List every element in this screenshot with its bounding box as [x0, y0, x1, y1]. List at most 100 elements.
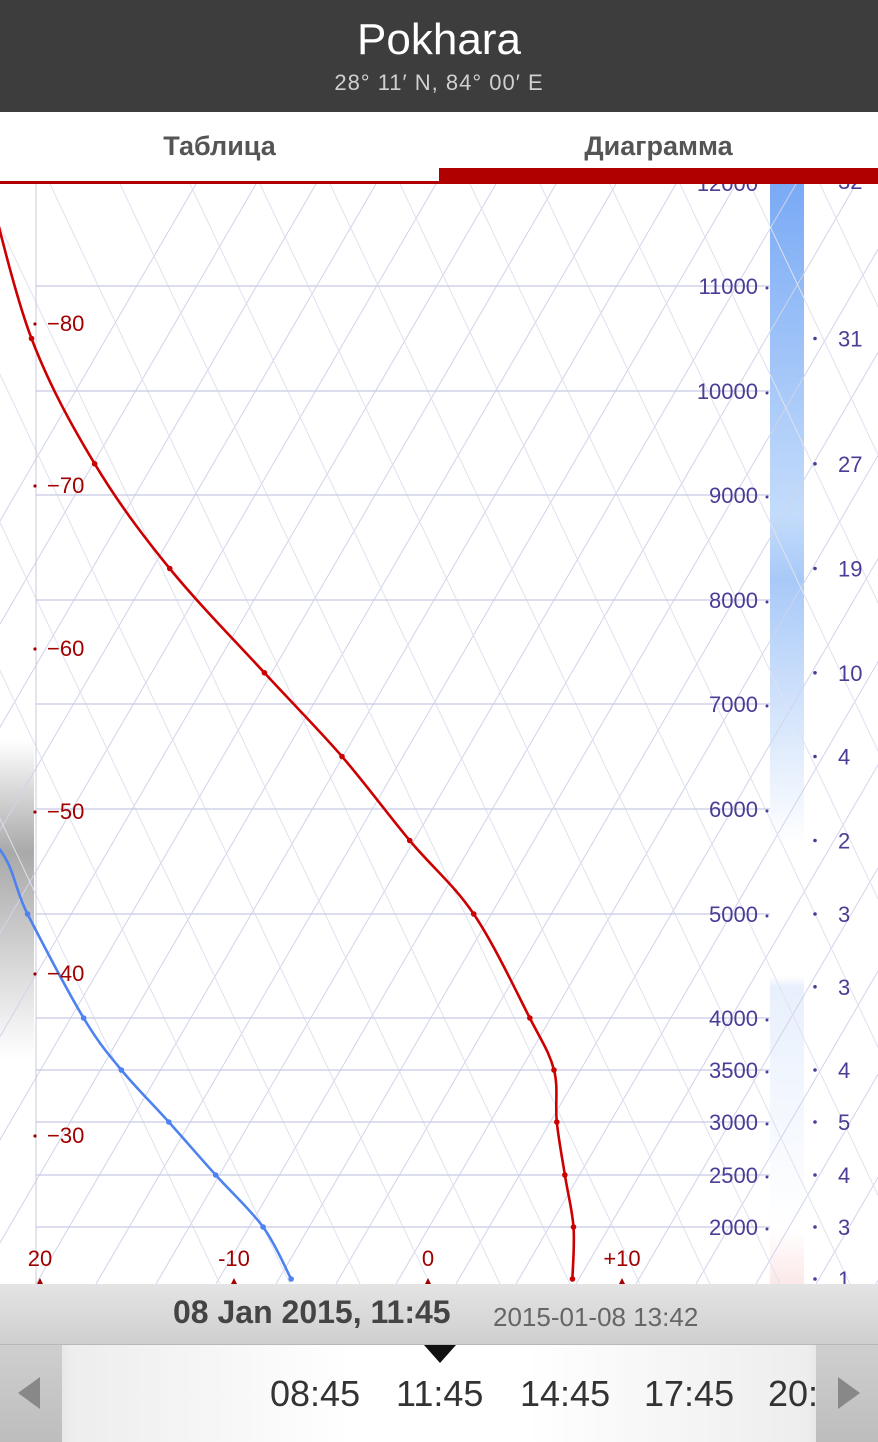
x-tick-mark	[619, 1278, 625, 1284]
x-tick-label: 0	[422, 1246, 434, 1271]
chevron-right-icon	[838, 1377, 860, 1409]
time-item[interactable]: 14:45	[520, 1373, 611, 1414]
grid-line	[0, 184, 557, 1141]
temperature-point	[554, 1119, 560, 1125]
dewpoint-point	[166, 1119, 172, 1125]
altitude-tick-label: 4000	[709, 1006, 758, 1031]
grid-line	[679, 184, 878, 605]
grid-line	[399, 184, 878, 1197]
tick-mark	[765, 704, 769, 708]
humidity-value-label: 2	[838, 829, 850, 854]
temp-tick-label: −80	[47, 311, 84, 336]
grid-line	[35, 184, 677, 1284]
time-item-selected[interactable]: 11:45	[396, 1373, 484, 1414]
bottom-panel: 08 Jan 2015, 11:45 2015-01-08 13:42 08:4…	[0, 1284, 878, 1442]
x-tick-label: +10	[603, 1246, 640, 1271]
temperature-point	[261, 670, 268, 676]
humidity-value-label: 10	[838, 661, 862, 686]
sounding-chart[interactable]: −80−70−60−50−40−302000250030003500400050…	[0, 184, 878, 1284]
x-tick-mark	[231, 1278, 237, 1284]
x-tick-label: 20	[28, 1246, 52, 1271]
location-coordinates: 28° 11′ N, 84° 00′ E	[334, 70, 544, 95]
humidity-value-label: 27	[838, 452, 862, 477]
tick-mark	[33, 972, 37, 976]
tick-mark	[813, 1068, 817, 1072]
selected-datetime: 08 Jan 2015, 11:45	[173, 1294, 451, 1330]
altitude-tick-label: 12000	[697, 184, 758, 196]
grid-line	[0, 225, 501, 1284]
tick-mark	[813, 838, 817, 843]
next-time-button[interactable]	[816, 1345, 878, 1442]
tab-diagram[interactable]: Диаграмма	[584, 131, 733, 161]
temperature-point	[570, 1224, 577, 1230]
humidity-value-label: 3	[838, 902, 850, 927]
dewpoint-point	[288, 1276, 294, 1282]
grid-line	[0, 669, 291, 1284]
temp-tick-label: −40	[47, 961, 84, 986]
tick-mark	[765, 1175, 769, 1179]
grid-line	[329, 184, 851, 1284]
prev-time-button[interactable]	[0, 1345, 62, 1442]
tick-mark	[765, 1122, 769, 1126]
temperature-point	[166, 565, 173, 572]
grid-line	[539, 184, 878, 901]
grid-line	[119, 184, 641, 1284]
grid-line	[189, 184, 711, 1284]
grid-line	[395, 454, 878, 1284]
series-layer	[0, 225, 577, 1282]
temperature-point	[470, 911, 477, 917]
humidity-value-label: 1	[838, 1267, 850, 1284]
tick-mark	[765, 1070, 769, 1074]
dewpoint-point	[24, 911, 31, 917]
tab-table[interactable]: Таблица	[163, 131, 276, 161]
tick-mark	[765, 286, 769, 290]
grid-line	[749, 184, 878, 456]
humidity-value-label: 4	[838, 1163, 850, 1188]
tick-mark	[765, 1227, 769, 1231]
grid-line	[0, 521, 361, 1284]
grid-line	[0, 184, 197, 522]
altitude-tick-label: 2000	[709, 1215, 758, 1240]
tick-mark	[813, 1173, 817, 1177]
altitude-tick-label: 11000	[698, 274, 758, 299]
x-tick-mark	[425, 1278, 431, 1284]
altitude-tick-label: 10000	[697, 379, 758, 404]
temperature-line	[0, 225, 576, 1280]
tick-mark	[813, 566, 817, 571]
grid-line	[155, 184, 797, 1284]
humidity-value-label: 32	[838, 184, 862, 194]
altitude-tick-label: 3500	[709, 1058, 758, 1083]
temperature-point	[562, 1172, 568, 1178]
active-tab-indicator	[439, 168, 878, 184]
tick-mark	[813, 1225, 817, 1229]
temp-tick-label: −70	[47, 473, 84, 498]
tick-mark	[813, 985, 817, 989]
tick-mark	[813, 754, 817, 759]
selected-time-pointer	[424, 1345, 456, 1363]
altitude-tick-label: 5000	[709, 902, 758, 927]
time-item[interactable]: 20:45	[768, 1373, 816, 1414]
temp-tick-label: −30	[47, 1123, 84, 1148]
grid-line	[455, 557, 878, 1284]
grid-line	[259, 184, 781, 1284]
grid-line	[0, 184, 617, 1244]
altitude-tick-label: 6000	[709, 797, 758, 822]
tick-mark	[765, 809, 769, 813]
tick-mark	[813, 671, 817, 675]
dewpoint-line	[0, 847, 293, 1280]
location-title: Pokhara	[357, 15, 521, 64]
grid-line	[695, 970, 878, 1284]
temp-tick-label: −60	[47, 636, 84, 661]
grid-line	[0, 184, 257, 625]
x-tick-label: -10	[218, 1246, 250, 1271]
altitude-tick-label: 3000	[709, 1110, 758, 1135]
humidity-value-label: 3	[838, 1215, 850, 1240]
time-item[interactable]: 17:45	[644, 1373, 735, 1414]
grid-line	[515, 660, 878, 1284]
grid-line	[575, 763, 878, 1284]
time-item[interactable]: 08:45	[270, 1373, 361, 1414]
grid-line	[275, 248, 878, 1284]
grid-line	[0, 817, 221, 1284]
temperature-point	[339, 753, 345, 760]
dewpoint-point	[212, 1172, 219, 1178]
